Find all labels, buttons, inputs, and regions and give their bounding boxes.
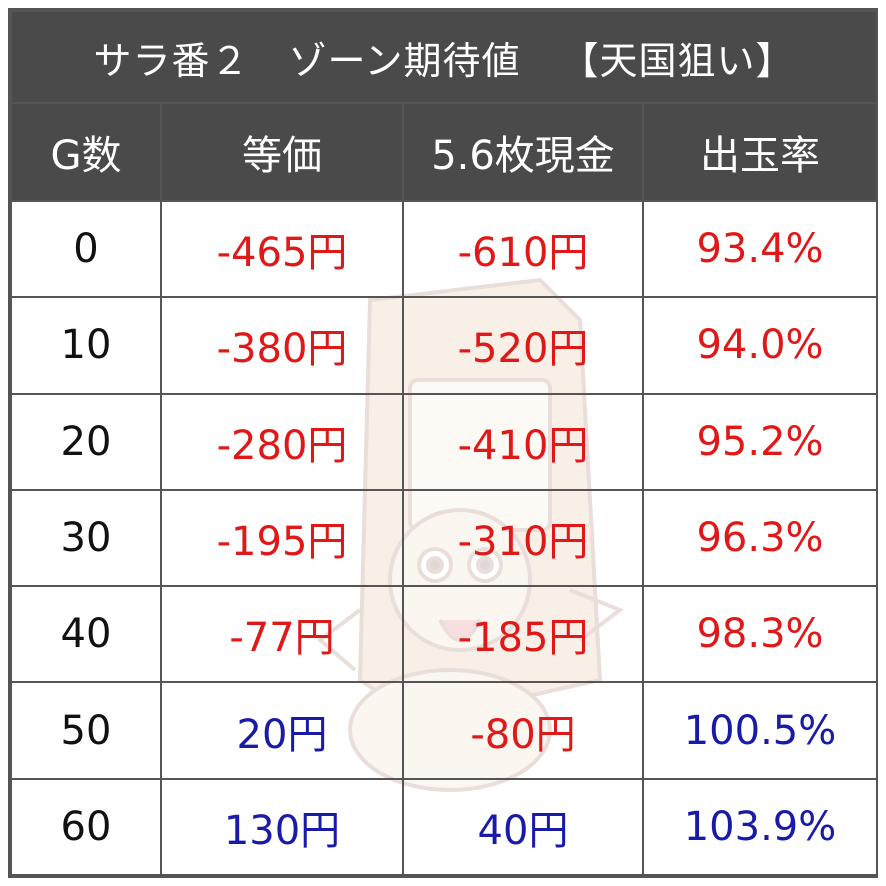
cell-games: 50 — [10, 681, 162, 780]
cell-payout-rate: 94.0% — [642, 296, 878, 395]
table-row: 40 -77円 -185円 98.3% — [10, 585, 878, 684]
cell-games: 10 — [10, 296, 162, 395]
expected-value-sheet: サラ番２ ゾーン期待値 【天国狙い】 G数 等価 5.6枚現金 出玉率 0 -46… — [8, 8, 878, 878]
cell-equal-value: -77円 — [160, 585, 404, 684]
cell-equal-value: -465円 — [160, 199, 404, 299]
table-row: 0 -465円 -610円 93.4% — [10, 199, 878, 299]
cell-games: 60 — [10, 777, 162, 877]
zone-expected-value-table: サラ番２ ゾーン期待値 【天国狙い】 G数 等価 5.6枚現金 出玉率 0 -46… — [10, 10, 878, 877]
cell-equal-value: -280円 — [160, 392, 404, 491]
cell-cash-value: -610円 — [402, 199, 644, 299]
table-row: 10 -380円 -520円 94.0% — [10, 296, 878, 395]
cell-cash-value: -185円 — [402, 585, 644, 684]
table-title-tag: 【天国狙い】 — [560, 38, 795, 83]
table-row: 20 -280円 -410円 95.2% — [10, 392, 878, 491]
cell-cash-value: -310円 — [402, 488, 644, 588]
table-row: 50 20円 -80円 100.5% — [10, 681, 878, 780]
cell-cash-value: -410円 — [402, 392, 644, 491]
cell-games: 30 — [10, 488, 162, 588]
cell-equal-value: 20円 — [160, 681, 404, 780]
table-title-main: サラ番２ ゾーン期待値 — [93, 38, 521, 83]
table-row: 60 130円 40円 103.9% — [10, 777, 878, 877]
column-header-payout-rate: 出玉率 — [642, 102, 878, 202]
cell-games: 0 — [10, 199, 162, 299]
cell-cash-value: 40円 — [402, 777, 644, 877]
cell-payout-rate: 96.3% — [642, 488, 878, 588]
cell-games: 40 — [10, 585, 162, 684]
cell-payout-rate: 93.4% — [642, 199, 878, 299]
table-row: 30 -195円 -310円 96.3% — [10, 488, 878, 588]
cell-equal-value: -380円 — [160, 296, 404, 395]
table-title: サラ番２ ゾーン期待値 【天国狙い】 — [10, 10, 878, 104]
cell-cash-value: -80円 — [402, 681, 644, 780]
column-header-games: G数 — [10, 102, 162, 202]
title-row: サラ番２ ゾーン期待値 【天国狙い】 — [10, 10, 878, 104]
cell-payout-rate: 103.9% — [642, 777, 878, 877]
cell-games: 20 — [10, 392, 162, 491]
column-header-equal-rate: 等価 — [160, 102, 404, 202]
cell-payout-rate: 98.3% — [642, 585, 878, 684]
column-header-cash-rate: 5.6枚現金 — [402, 102, 644, 202]
cell-payout-rate: 100.5% — [642, 681, 878, 780]
column-header-row: G数 等価 5.6枚現金 出玉率 — [10, 102, 878, 202]
cell-payout-rate: 95.2% — [642, 392, 878, 491]
cell-cash-value: -520円 — [402, 296, 644, 395]
cell-equal-value: -195円 — [160, 488, 404, 588]
cell-equal-value: 130円 — [160, 777, 404, 877]
